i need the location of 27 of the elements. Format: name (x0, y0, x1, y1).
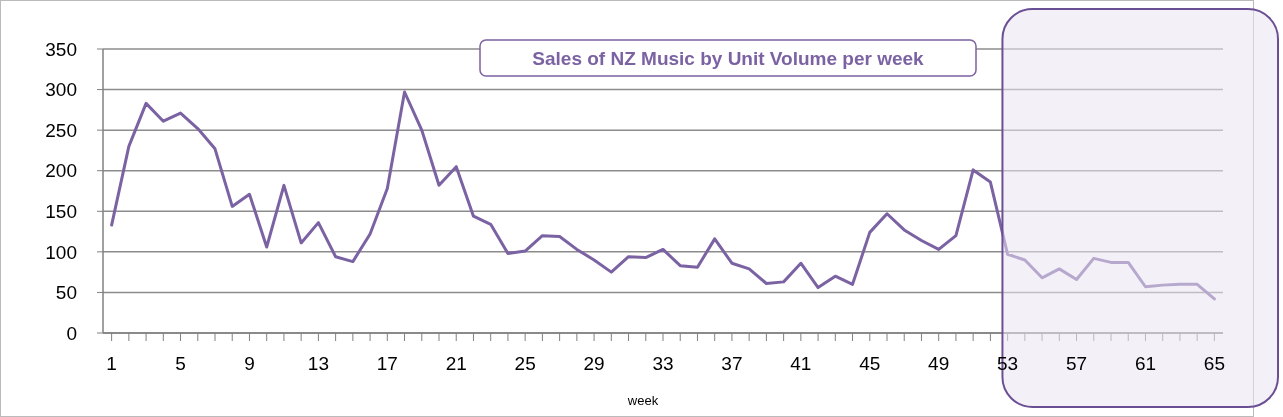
x-axis-title: week (626, 393, 659, 408)
y-tick-label: 0 (66, 322, 77, 344)
y-tick-label: 200 (45, 160, 77, 182)
y-tick-label: 100 (45, 241, 77, 263)
x-tick-label: 17 (376, 352, 398, 374)
x-tick-label: 25 (514, 352, 536, 374)
x-tick-label: 5 (175, 352, 186, 374)
x-tick-label: 49 (928, 352, 950, 374)
x-tick-label: 21 (445, 352, 467, 374)
chart-title: Sales of NZ Music by Unit Volume per week (532, 47, 925, 69)
x-tick-label: 61 (1134, 352, 1157, 374)
x-tick-label: 41 (790, 352, 812, 374)
y-tick-label: 150 (45, 200, 77, 222)
y-tick-label: 350 (45, 38, 77, 60)
x-tick-label: 37 (721, 352, 743, 374)
x-tick-label: 1 (106, 352, 117, 374)
x-tick-label: 9 (244, 352, 255, 374)
y-tick-label: 250 (45, 119, 77, 141)
line-series (110, 90, 1216, 301)
x-tick-label: 45 (859, 352, 881, 374)
x-tick-label: 65 (1203, 352, 1225, 374)
x-tick-label: 29 (583, 352, 605, 374)
x-tick-label: 57 (1065, 352, 1088, 374)
x-tick-label: 13 (307, 352, 329, 374)
y-tick-label: 50 (55, 282, 77, 304)
x-tick-label: 33 (652, 352, 674, 374)
y-tick-label: 300 (45, 79, 77, 101)
